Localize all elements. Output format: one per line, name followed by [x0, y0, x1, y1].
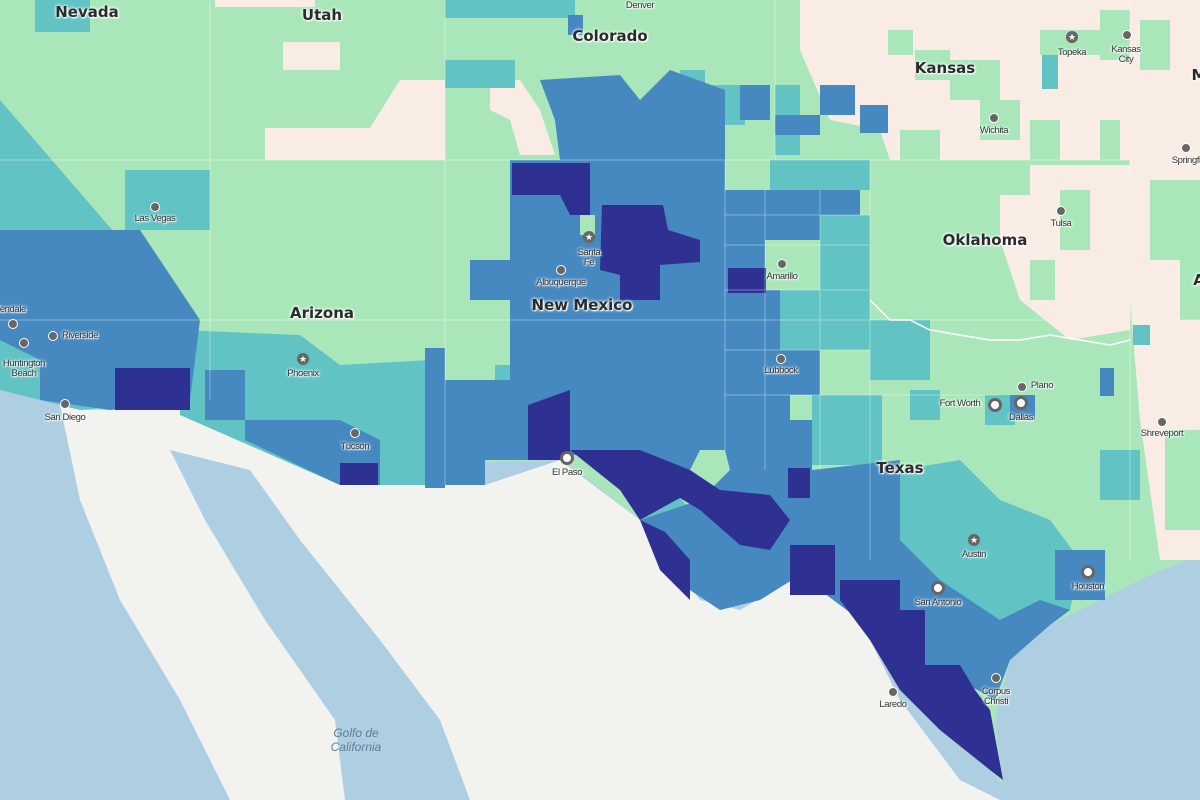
city-label-el-paso: El Paso: [552, 467, 582, 478]
city-dot-icon: [1122, 30, 1132, 40]
water-label-gulf-of-california: Golfo de California: [330, 726, 382, 754]
mexico-land: [60, 405, 1000, 800]
city-label-houston: Houston: [1071, 581, 1105, 592]
state-label-missouri-partial: M: [1191, 66, 1200, 84]
state-label-texas: Texas: [876, 459, 924, 477]
state-label-arizona: Arizona: [290, 304, 354, 322]
city-dot-icon: [48, 331, 58, 341]
state-label-kansas: Kansas: [914, 59, 976, 77]
city-label-denver: Denver: [625, 0, 655, 11]
city-label-fort-worth: Fort Worth: [939, 398, 981, 409]
city-dot-icon: [556, 265, 566, 275]
city-label-kansas-city: Kansas City: [1111, 44, 1141, 65]
city-ring-icon: [1081, 565, 1095, 579]
city-ring-icon: [931, 581, 945, 595]
city-dot-icon: [350, 428, 360, 438]
city-dot-icon: [1056, 206, 1066, 216]
city-label-corpus-christi: Corpus Christi: [981, 686, 1011, 707]
city-dot-icon: [888, 687, 898, 697]
city-label-las-vegas: Las Vegas: [134, 213, 176, 224]
city-label-shreveport: Shreveport: [1140, 428, 1184, 439]
city-ring-icon: [988, 398, 1002, 412]
state-label-oklahoma: Oklahoma: [942, 231, 1028, 249]
state-label-nevada: Nevada: [55, 3, 119, 21]
region-low: [580, 215, 820, 420]
city-label-san-antonio: San Antonio: [914, 597, 962, 608]
city-ring-icon: [560, 451, 574, 465]
city-dot-icon: [8, 319, 18, 329]
city-dot-icon: [1157, 417, 1167, 427]
city-dot-icon: [150, 202, 160, 212]
state-label-new-mexico: New Mexico: [531, 296, 633, 314]
region-highest: [115, 163, 1003, 780]
city-label-amarillo: Amarillo: [766, 271, 798, 282]
city-label-riverside: Riverside: [62, 330, 98, 341]
red-river: [869, 299, 1131, 346]
city-label-tulsa: Tulsa: [1050, 218, 1072, 229]
state-label-arkansas-partial: A: [1193, 271, 1200, 289]
city-dot-icon: [776, 354, 786, 364]
city-dot-icon: [60, 399, 70, 409]
city-dot-icon: [19, 338, 29, 348]
state-label-utah: Utah: [301, 6, 343, 24]
capital-icon: ★: [1066, 31, 1078, 43]
city-dot-icon: [991, 673, 1001, 683]
city-label-springfield: Springfield: [1171, 155, 1200, 166]
capital-icon: ★: [583, 231, 595, 243]
city-label-phoenix: Phoenix: [287, 368, 319, 379]
city-label-dallas: Dallas: [1009, 412, 1033, 423]
city-ring-icon: [1014, 396, 1028, 410]
city-label-san-diego: San Diego: [44, 412, 86, 423]
capital-icon: ★: [968, 534, 980, 546]
city-label-huntington-beach: Huntington Beach: [3, 358, 45, 379]
city-label-tucson: Tucson: [340, 441, 370, 452]
city-label-santa-fe: Santa Fe: [577, 247, 601, 268]
city-label-glendale: lendale: [0, 304, 26, 315]
city-label-topeka: Topeka: [1057, 47, 1087, 58]
city-dot-icon: [777, 259, 787, 269]
city-label-lubbock: Lubbock: [764, 365, 798, 376]
gulf-of-california: [170, 450, 470, 800]
region-low: [888, 10, 1200, 530]
county-borders: [0, 0, 1200, 560]
city-dot-icon: [989, 113, 999, 123]
city-label-austin: Austin: [961, 549, 987, 560]
city-label-laredo: Laredo: [879, 699, 907, 710]
city-label-plano: Plano: [1030, 380, 1054, 391]
capital-icon: ★: [297, 353, 309, 365]
city-label-wichita: Wichita: [979, 125, 1009, 136]
state-label-colorado: Colorado: [572, 27, 648, 45]
city-dot-icon: [1017, 382, 1027, 392]
city-dot-icon: [1181, 143, 1191, 153]
city-label-albuquerque: Albuquerque: [536, 277, 586, 288]
